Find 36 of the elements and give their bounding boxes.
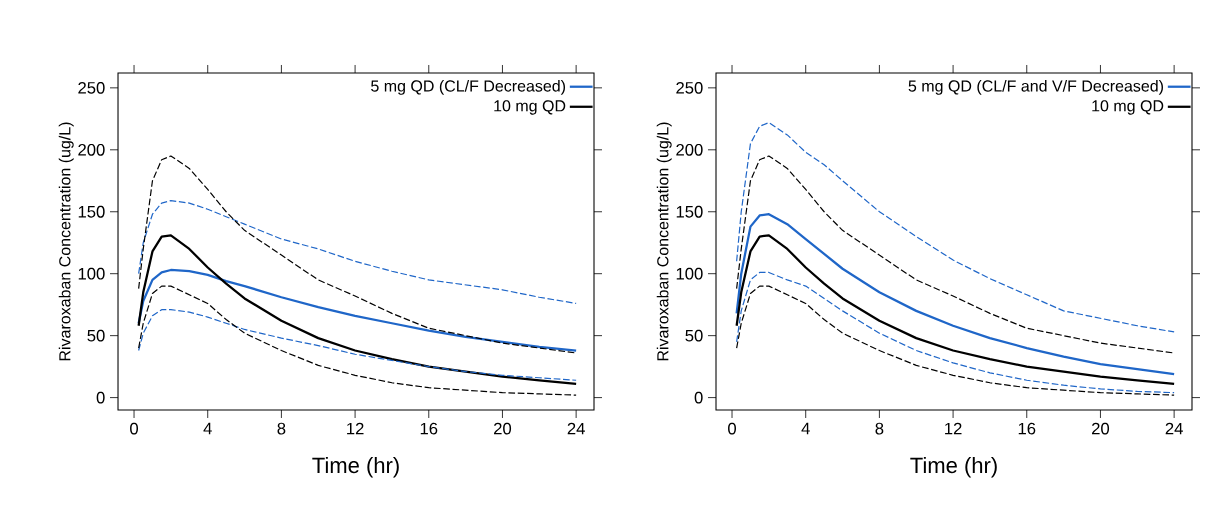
x-tick-label: 4 [203, 422, 212, 435]
y-tick-label: 200 [78, 143, 105, 156]
x-axis-title: Time (hr) [910, 456, 997, 478]
y-tick-label: 50 [685, 329, 703, 342]
x-tick-label: 8 [277, 422, 286, 435]
legend-label: 5 mg QD (CL/F Decreased) [371, 79, 566, 95]
x-tick-label: 24 [1165, 422, 1183, 435]
y-axis-title: Rivaroxaban Concentration (ug/L) [58, 122, 74, 361]
y-tick-label: 50 [87, 329, 105, 342]
legend-label: 10 mg QD [494, 100, 566, 115]
y-tick-label: 250 [676, 81, 703, 94]
x-tick-label: 24 [567, 422, 585, 435]
y-tick-label: 100 [78, 267, 105, 280]
y-tick-label: 0 [694, 391, 703, 404]
legend-label: 5 mg QD (CL/F and V/F Decreased) [908, 79, 1163, 95]
line-series [138, 309, 577, 381]
x-tick-label: 16 [420, 422, 438, 435]
y-tick-label: 150 [78, 205, 105, 218]
x-tick-label: 8 [875, 422, 884, 435]
y-tick-label: 200 [676, 143, 703, 156]
x-tick-label: 4 [801, 422, 810, 435]
y-tick-label: 0 [96, 391, 105, 404]
x-tick-label: 20 [1092, 422, 1110, 435]
x-tick-label: 12 [347, 422, 364, 435]
x-tick-label: 0 [130, 422, 139, 435]
x-tick-label: 12 [945, 422, 962, 435]
y-tick-label: 150 [676, 205, 703, 218]
y-tick-label: 250 [78, 81, 105, 94]
legend-label: 10 mg QD [1092, 100, 1164, 115]
x-tick-label: 16 [1018, 422, 1036, 435]
y-axis-title: Rivaroxaban Concentration (ug/L) [656, 122, 672, 361]
x-axis-title: Time (hr) [312, 456, 399, 478]
x-tick-label: 0 [728, 422, 737, 435]
line-series [735, 234, 1176, 386]
y-tick-label: 100 [676, 267, 703, 280]
x-tick-label: 20 [494, 422, 512, 435]
